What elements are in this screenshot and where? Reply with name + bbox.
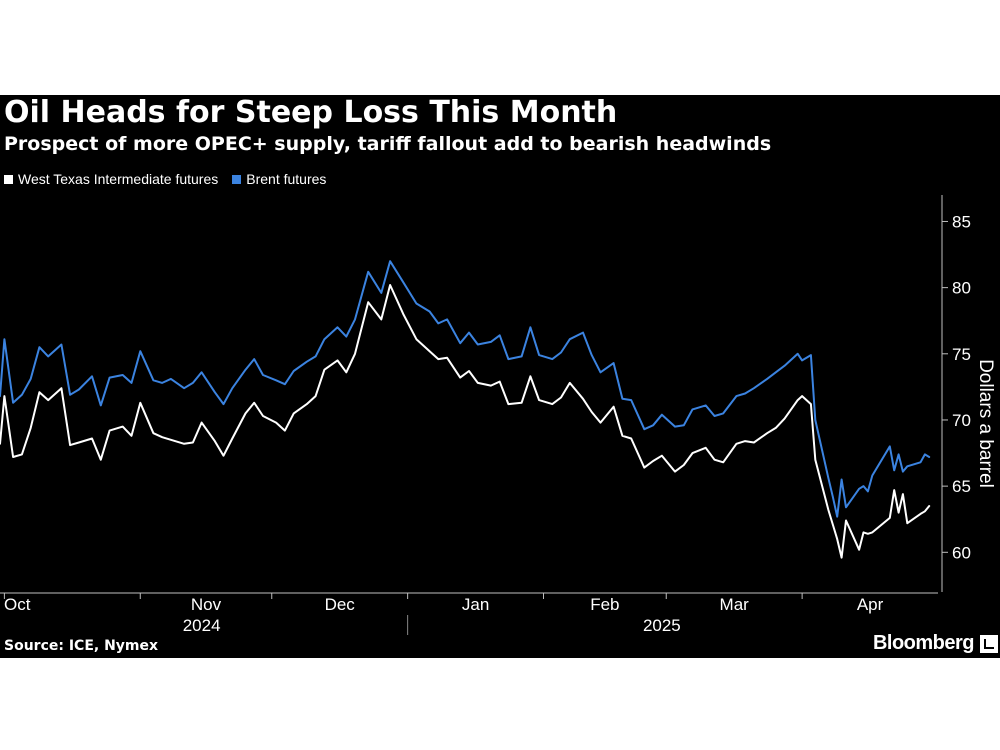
x-tick-label-nov: Nov (191, 595, 222, 614)
legend-label-brent: Brent futures (246, 171, 327, 187)
line-chart: 60 65 70 75 80 85 Dollars a barrel Oct Nov Dec Jan… (0, 195, 996, 635)
chart-title: Oil Heads for Steep Loss This Month (4, 95, 618, 130)
x-tick-label-jan: Jan (462, 595, 489, 614)
legend-item-brent[interactable]: Brent futures (232, 171, 326, 187)
y-tick-label-75: 75 (952, 345, 971, 364)
legend-item-wti[interactable]: West Texas Intermediate futures (4, 171, 218, 187)
wti-line (0, 284, 931, 559)
y-tick-label-80: 80 (952, 279, 971, 298)
x-tick-label-feb: Feb (590, 595, 619, 614)
brent-line (0, 260, 931, 518)
chart-panel: Oil Heads for Steep Loss This Month Pros… (0, 95, 1000, 658)
x-tick-label-apr: Apr (857, 595, 884, 614)
y-tick-label-65: 65 (952, 477, 971, 496)
chart-icon[interactable] (980, 634, 998, 653)
legend-label-wti: West Texas Intermediate futures (18, 171, 219, 187)
year-label-2024: 2024 (183, 616, 221, 635)
x-tick-label-mar: Mar (720, 595, 750, 614)
year-label-2025: 2025 (643, 616, 681, 635)
legend-swatch-wti (4, 174, 13, 184)
y-tick-label-85: 85 (952, 212, 971, 231)
y-tick-label-60: 60 (952, 543, 971, 562)
brand-name: Bloomberg (872, 632, 975, 654)
chart-legend: West Texas Intermediate futures Brent fu… (4, 171, 326, 187)
chart-subtitle: Prospect of more OPEC+ supply, tariff fa… (4, 133, 772, 155)
source-note: Source: ICE, Nymex (4, 638, 159, 654)
x-tick-label-oct: Oct (4, 595, 31, 614)
brand-logo: Bloomberg (873, 632, 998, 655)
y-tick-label-70: 70 (952, 411, 971, 430)
y-axis-title: Dollars a barrel (975, 359, 996, 488)
legend-swatch-brent (232, 174, 242, 184)
x-tick-label-dec: Dec (325, 595, 356, 614)
